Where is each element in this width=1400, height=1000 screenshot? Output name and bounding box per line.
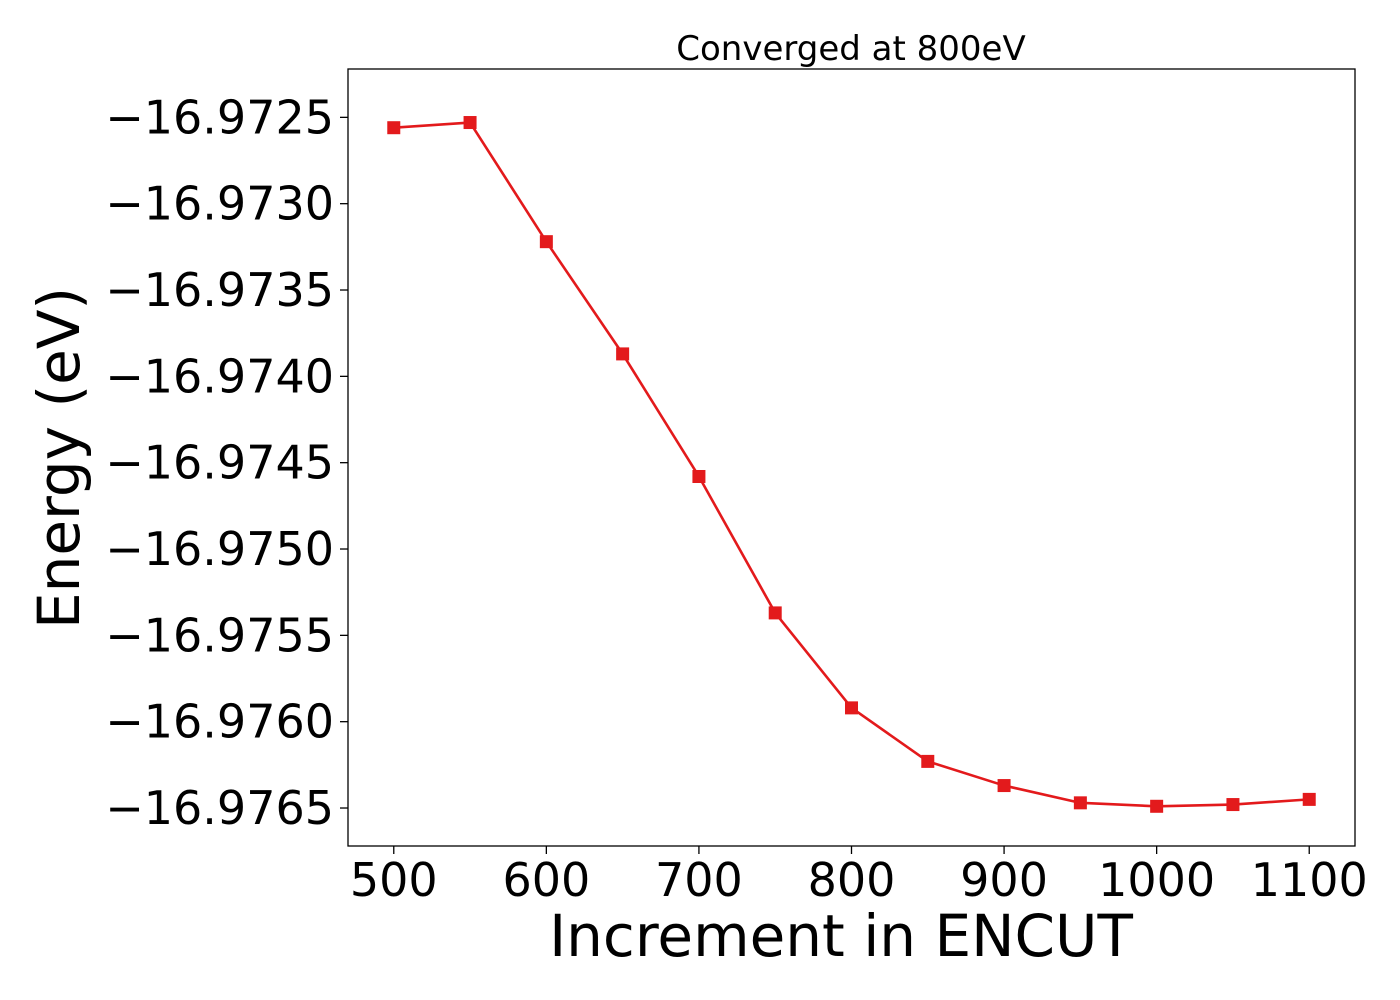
series-energy <box>387 116 1316 813</box>
data-point-marker <box>539 235 553 249</box>
data-point-marker <box>463 116 477 130</box>
y-axis: −16.9725 −16.9730 −16.9735 −16.9740 −16.9745… <box>105 90 348 835</box>
data-point-marker <box>1302 792 1316 806</box>
y-tick-label: −16.9725 <box>105 90 334 144</box>
y-tick-label: −16.9750 <box>105 522 334 576</box>
plot-area <box>347 68 1356 847</box>
x-tick-label: 700 <box>655 853 743 907</box>
y-tick-label: −16.9755 <box>105 608 334 662</box>
data-point-marker <box>1073 796 1087 810</box>
x-tick-label: 600 <box>502 853 590 907</box>
y-tick-label: −16.9735 <box>105 263 334 317</box>
data-point-marker <box>616 347 630 361</box>
x-tick-label: 500 <box>350 853 438 907</box>
y-tick-label: −16.9730 <box>105 177 334 231</box>
y-tick-label: −16.9765 <box>105 781 334 835</box>
data-point-marker <box>1226 798 1240 812</box>
x-tick-label: 900 <box>960 853 1048 907</box>
data-point-marker <box>768 606 782 620</box>
data-point-marker <box>1150 799 1164 813</box>
y-tick-label: −16.9740 <box>105 349 334 403</box>
data-point-marker <box>997 779 1011 793</box>
x-axis: 500 600 700 800 900 1000 1100 <box>350 846 1368 907</box>
y-axis-label: Energy (eV) <box>25 287 93 629</box>
x-tick-label: 1000 <box>1098 853 1215 907</box>
x-tick-label: 800 <box>808 853 896 907</box>
y-tick-label: −16.9745 <box>105 436 334 490</box>
plot-frame <box>347 68 1356 847</box>
data-point-marker <box>845 701 858 715</box>
data-point-marker <box>692 469 706 483</box>
y-tick-label: −16.9760 <box>105 695 334 749</box>
chart-title: Converged at 800eV <box>676 29 1025 69</box>
x-axis-label: Increment in ENCUT <box>549 902 1133 970</box>
data-point-marker <box>387 121 401 135</box>
data-point-marker <box>921 754 935 768</box>
x-tick-label: 1100 <box>1251 853 1368 907</box>
